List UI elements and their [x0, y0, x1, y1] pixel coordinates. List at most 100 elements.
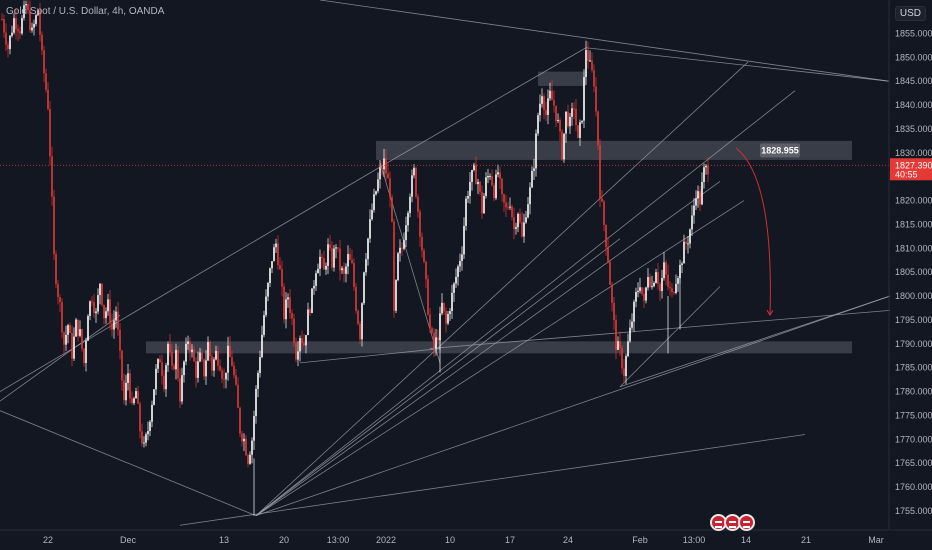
candle-body: [461, 254, 463, 262]
candle-body: [185, 343, 187, 362]
candle-body: [541, 96, 543, 104]
price-tick-label: 1840.000: [895, 100, 932, 110]
price-tick-label: 1835.000: [895, 124, 932, 134]
candle-body: [41, 34, 43, 51]
candle-body: [485, 177, 487, 196]
candle-body: [643, 293, 645, 301]
candle-body: [329, 244, 331, 249]
candle-body: [627, 341, 629, 357]
candle-body: [513, 217, 515, 229]
candle-body: [143, 442, 145, 444]
time-tick-label: 22: [43, 535, 53, 545]
candle-body: [467, 195, 469, 199]
candle-body: [259, 357, 261, 373]
candle-body: [87, 315, 89, 341]
candle-body: [405, 225, 407, 241]
candle-body: [629, 327, 631, 342]
candle-body: [147, 430, 149, 435]
candle-body: [633, 301, 635, 322]
candle-body: [347, 254, 349, 267]
candle-body: [599, 145, 601, 199]
trend-line: [0, 314, 121, 402]
candle-body: [305, 335, 307, 346]
candle-body: [325, 265, 327, 270]
trend-line: [255, 61, 749, 516]
trend-line: [255, 200, 745, 517]
zone-rect: [376, 140, 852, 160]
candle-body: [535, 133, 537, 169]
time-tick-label: 13:00: [327, 535, 350, 545]
price-tick-label: 1810.000: [895, 243, 932, 253]
candle-body: [471, 170, 473, 182]
symbol-legend[interactable]: Gold Spot / U.S. Dollar, 4h, OANDA: [6, 6, 164, 17]
candle-body: [35, 15, 37, 24]
candle-body: [327, 244, 329, 266]
candle-body: [385, 158, 387, 174]
candle-body: [193, 349, 195, 362]
price-tick-label: 1805.000: [895, 267, 932, 277]
candle-body: [307, 309, 309, 336]
candle-body: [641, 287, 643, 294]
candle-body: [217, 350, 219, 366]
candle-body: [565, 111, 567, 134]
candle-body: [693, 205, 695, 216]
candle-body: [469, 181, 471, 196]
candle-body: [673, 291, 675, 293]
candle-body: [191, 349, 193, 352]
candle-body: [165, 365, 167, 390]
candle-body: [393, 221, 395, 311]
candle-body: [197, 361, 199, 378]
candle-body: [133, 398, 135, 404]
candle-body: [317, 268, 319, 274]
candle-body: [145, 434, 147, 443]
candle-body: [695, 198, 697, 206]
candle-body: [7, 44, 9, 50]
price-tick-label: 1760.000: [895, 482, 932, 492]
current-price-label: 1827.390: [895, 160, 932, 170]
candle-body: [389, 178, 391, 198]
candle-body: [93, 302, 95, 314]
candle-body: [91, 301, 93, 303]
candle-body: [707, 165, 709, 175]
candle-body: [601, 198, 603, 202]
reaction-icon[interactable]: [738, 514, 755, 531]
candle-body: [551, 90, 553, 101]
candle-body: [43, 50, 45, 74]
candle-body: [587, 50, 589, 61]
time-tick-label: Mar: [868, 535, 884, 545]
candle-body: [459, 261, 461, 267]
candle-body: [651, 286, 653, 288]
candle-body: [353, 262, 355, 287]
candle-body: [223, 378, 225, 380]
candle-body: [425, 261, 427, 280]
candle-body: [321, 256, 323, 259]
candle-body: [597, 111, 599, 146]
candle-body: [687, 243, 689, 245]
candle-body: [205, 360, 207, 377]
candle-body: [71, 332, 73, 359]
candle-body: [115, 311, 117, 321]
candle-body: [561, 131, 563, 160]
candle-body: [411, 175, 413, 197]
candle-body: [589, 60, 591, 62]
candle-body: [33, 23, 35, 28]
candle-body: [613, 302, 615, 320]
candle-body: [173, 365, 175, 370]
candle-body: [243, 438, 245, 442]
candle-body: [431, 328, 433, 333]
candle-body: [45, 73, 47, 90]
price-tick-label: 1770.000: [895, 434, 932, 444]
candle-body: [153, 389, 155, 405]
candle-body: [527, 204, 529, 218]
candle-body: [637, 290, 639, 293]
candle-body: [285, 299, 287, 320]
candle-body: [319, 256, 321, 269]
candle-body: [163, 375, 165, 390]
candle-body: [545, 110, 547, 115]
currency-badge[interactable]: USD: [894, 6, 926, 21]
candle-body: [413, 167, 415, 176]
candle-body: [203, 359, 205, 377]
candle-body: [231, 357, 233, 366]
